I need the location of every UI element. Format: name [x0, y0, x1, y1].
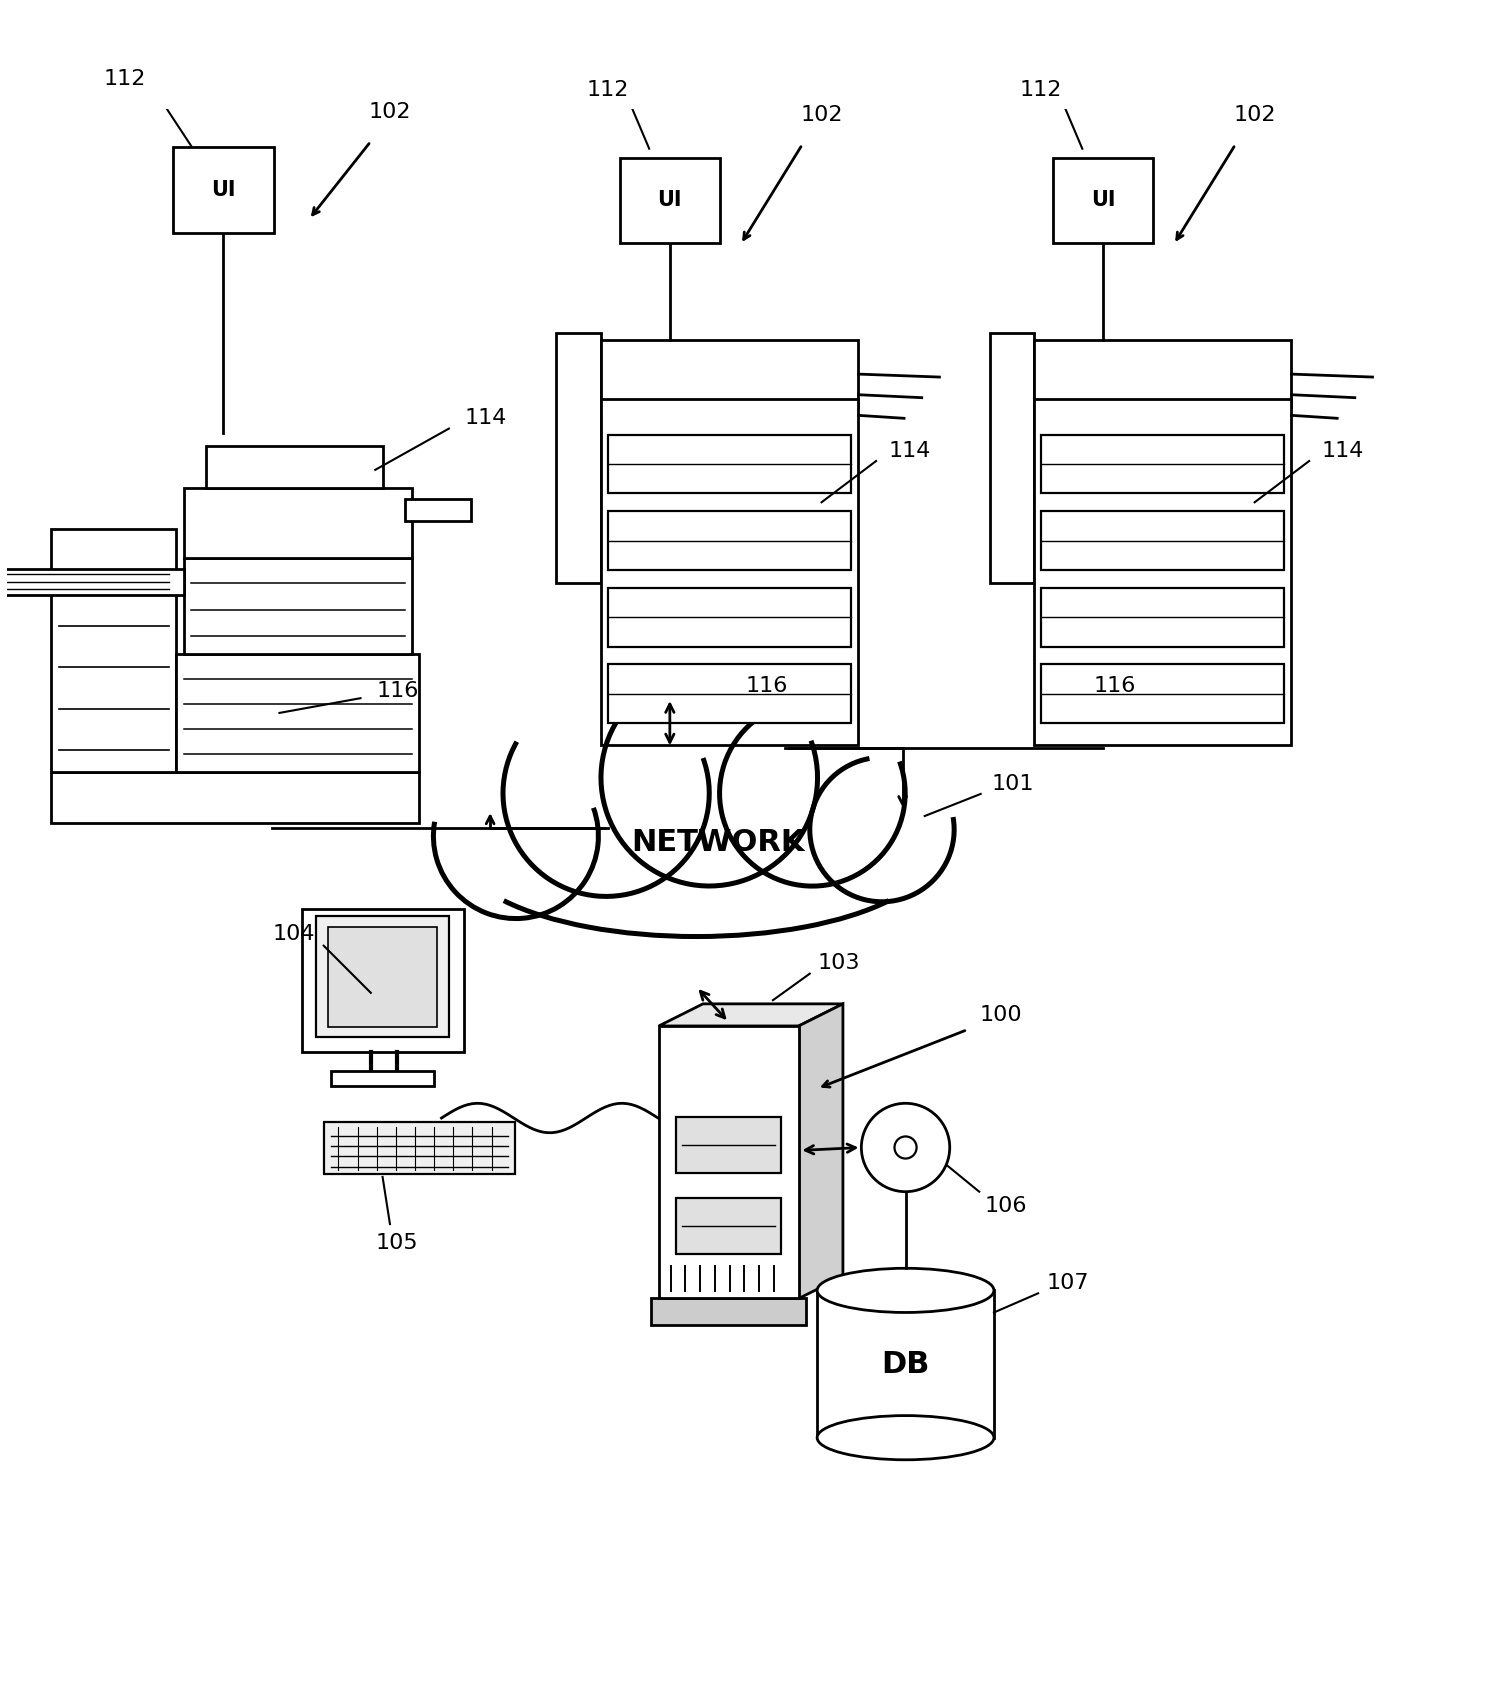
FancyBboxPatch shape	[1033, 399, 1292, 746]
Text: 107: 107	[1047, 1273, 1088, 1294]
FancyBboxPatch shape	[0, 568, 184, 595]
FancyBboxPatch shape	[608, 435, 851, 494]
Text: 105: 105	[376, 1233, 419, 1253]
Text: 102: 102	[369, 101, 412, 122]
Text: 104: 104	[274, 923, 315, 944]
FancyBboxPatch shape	[677, 1199, 781, 1255]
FancyBboxPatch shape	[51, 529, 177, 771]
FancyBboxPatch shape	[608, 665, 851, 724]
Ellipse shape	[818, 1415, 993, 1459]
FancyBboxPatch shape	[302, 908, 464, 1052]
Ellipse shape	[818, 1268, 993, 1312]
Circle shape	[895, 1136, 916, 1158]
Text: 116: 116	[1093, 676, 1136, 697]
FancyBboxPatch shape	[177, 654, 419, 771]
Text: 102: 102	[1233, 105, 1276, 125]
Circle shape	[720, 700, 906, 886]
FancyBboxPatch shape	[1041, 588, 1285, 646]
Text: 114: 114	[889, 441, 931, 460]
FancyBboxPatch shape	[184, 558, 412, 654]
FancyBboxPatch shape	[677, 1118, 781, 1174]
FancyBboxPatch shape	[1041, 665, 1285, 724]
FancyBboxPatch shape	[1041, 511, 1285, 570]
Text: 112: 112	[1020, 79, 1062, 100]
FancyBboxPatch shape	[174, 147, 274, 233]
Circle shape	[433, 754, 598, 918]
FancyBboxPatch shape	[601, 340, 858, 406]
FancyBboxPatch shape	[608, 511, 851, 570]
Text: DB: DB	[882, 1349, 929, 1378]
Text: 101: 101	[992, 773, 1035, 793]
Text: 100: 100	[980, 1004, 1023, 1025]
FancyBboxPatch shape	[989, 333, 1033, 583]
Text: 106: 106	[984, 1197, 1028, 1216]
Circle shape	[810, 758, 955, 901]
FancyBboxPatch shape	[1041, 435, 1285, 494]
FancyBboxPatch shape	[329, 927, 437, 1026]
Text: 114: 114	[1322, 441, 1364, 460]
Circle shape	[503, 690, 709, 896]
Circle shape	[861, 1103, 950, 1192]
Text: 116: 116	[376, 681, 418, 700]
Text: NETWORK: NETWORK	[632, 829, 804, 857]
FancyBboxPatch shape	[1033, 340, 1292, 406]
FancyBboxPatch shape	[51, 771, 419, 824]
FancyBboxPatch shape	[324, 1123, 515, 1174]
FancyBboxPatch shape	[404, 499, 471, 521]
Text: 114: 114	[464, 408, 507, 428]
Polygon shape	[659, 1004, 843, 1026]
FancyBboxPatch shape	[556, 333, 601, 583]
Ellipse shape	[458, 771, 935, 940]
Text: 116: 116	[746, 676, 788, 697]
Polygon shape	[799, 1004, 843, 1299]
FancyBboxPatch shape	[205, 446, 382, 487]
Text: 103: 103	[818, 954, 861, 974]
FancyBboxPatch shape	[651, 1299, 806, 1326]
Text: UI: UI	[211, 179, 236, 200]
Text: 102: 102	[800, 105, 843, 125]
Text: UI: UI	[657, 191, 683, 210]
Text: 112: 112	[104, 69, 146, 90]
FancyBboxPatch shape	[608, 588, 851, 646]
FancyBboxPatch shape	[659, 1026, 799, 1299]
FancyBboxPatch shape	[332, 1070, 434, 1086]
Circle shape	[601, 670, 818, 886]
FancyBboxPatch shape	[1053, 157, 1152, 244]
FancyBboxPatch shape	[317, 917, 449, 1037]
FancyBboxPatch shape	[601, 399, 858, 746]
FancyBboxPatch shape	[184, 487, 412, 558]
Text: UI: UI	[1090, 191, 1115, 210]
Text: 112: 112	[587, 79, 629, 100]
FancyBboxPatch shape	[620, 157, 720, 244]
